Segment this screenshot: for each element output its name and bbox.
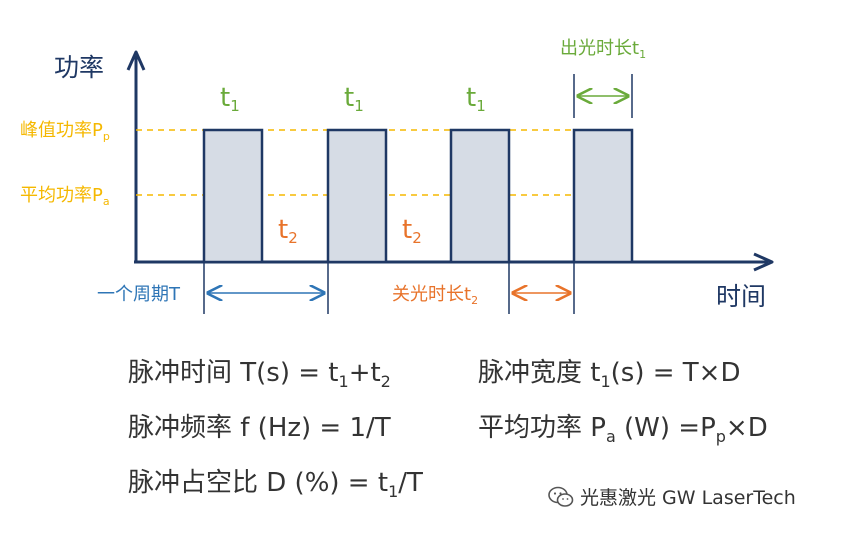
t2-label-2: t2 — [402, 215, 422, 247]
watermark: 光惠激光 GW LaserTech — [548, 483, 796, 510]
peak-power-label: 峰值功率Pp — [20, 120, 110, 143]
pulse-3 — [449, 128, 511, 264]
wechat-icon — [548, 486, 574, 507]
pulse-1 — [202, 128, 264, 264]
watermark-text: 光惠激光 GW LaserTech — [580, 487, 796, 509]
formula-duty-cycle: 脉冲占空比 D (%) = t1/T — [128, 468, 423, 501]
t1-label-2: t1 — [344, 83, 364, 115]
t1-label-3: t1 — [466, 83, 486, 115]
y-axis-label: 功率 — [54, 53, 104, 82]
x-axis-arrow-icon — [753, 252, 774, 272]
t2-label-1: t2 — [278, 215, 298, 247]
avg-power-label: 平均功率Pa — [20, 185, 110, 208]
period-label: 一个周期T — [97, 284, 181, 305]
pulse-2 — [326, 128, 388, 264]
on-duration-label: 出光时长t1 — [560, 38, 646, 61]
formula-average-power: 平均功率 Pa (W) =Pp×D — [478, 413, 768, 446]
formula-pulse-width: 脉冲宽度 t1(s) = T×D — [478, 358, 741, 391]
y-axis-arrow-icon — [126, 50, 146, 71]
x-axis-label: 时间 — [716, 282, 766, 311]
t1-label-1: t1 — [220, 83, 240, 115]
formula-pulse-frequency: 脉冲频率 f (Hz) = 1/T — [128, 413, 391, 443]
formula-pulse-time: 脉冲时间 T(s) = t1+t2 — [128, 358, 391, 391]
pulse-4 — [572, 128, 634, 264]
off-duration-label: 关光时长t2 — [392, 284, 478, 307]
